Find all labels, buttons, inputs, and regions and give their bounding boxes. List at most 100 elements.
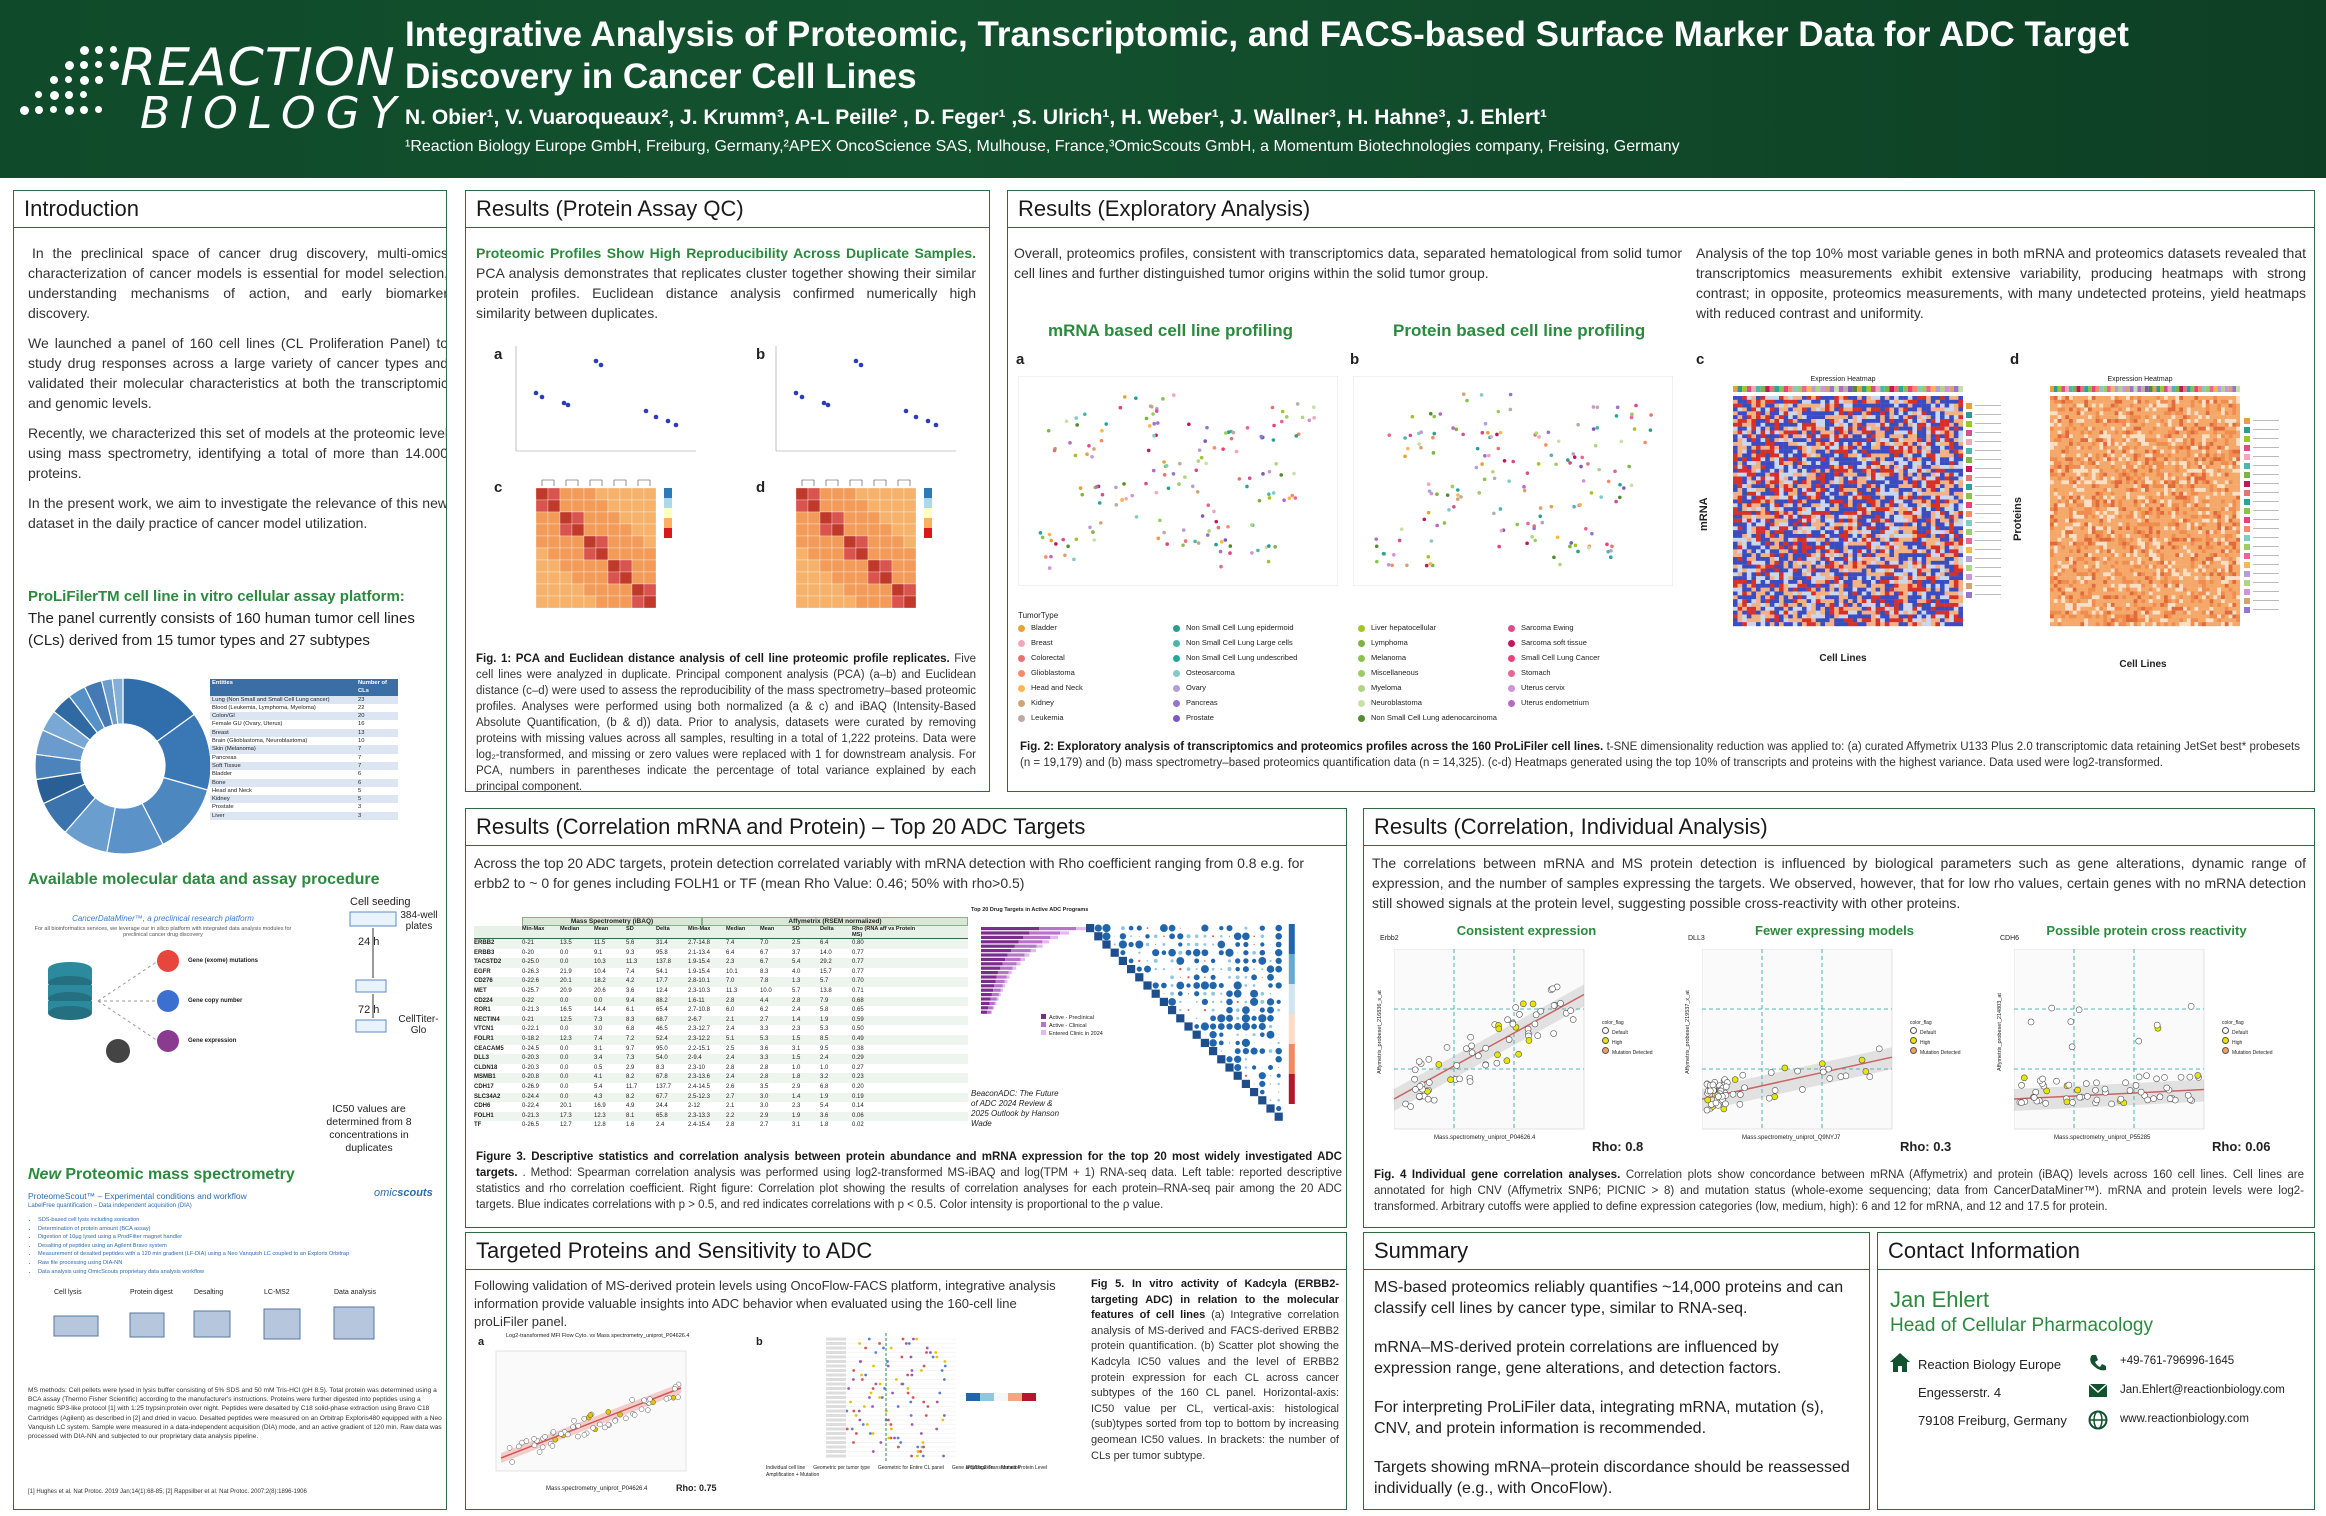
heatmap-cell [2190, 442, 2195, 447]
tsne-point [1614, 499, 1618, 504]
heatmap-cell [1958, 407, 1963, 412]
heatmap-cell [2084, 419, 2089, 424]
heatmap-cell [2088, 453, 2092, 458]
heatmap-cell [2053, 461, 2058, 466]
heatmap-cell [2095, 415, 2100, 420]
heatmap-cell [1806, 603, 1812, 608]
annotation-cell [1829, 386, 1835, 392]
heatmap-cell [1760, 399, 1766, 404]
heatmap-cell [1907, 480, 1913, 485]
heatmap-cell [1742, 453, 1747, 458]
heatmap-cell [2145, 411, 2149, 416]
heatmap-cell [2148, 449, 2153, 454]
pca-point [821, 400, 827, 406]
heatmap-cell [2053, 399, 2058, 404]
heatmap-cell [1949, 522, 1954, 527]
heatmap-cell [1829, 599, 1835, 604]
heatmap-cell [1871, 545, 1876, 550]
heatmap-cell [1825, 499, 1830, 504]
heatmap-cell [1949, 480, 1954, 485]
heatmap-cell [1843, 599, 1849, 604]
heatmap-cell [1884, 422, 1890, 427]
heatmap-cell [1765, 530, 1770, 535]
heatmap-cell [1769, 491, 1775, 496]
heatmap-cell [1829, 457, 1835, 462]
heatmap-cell [1889, 553, 1895, 558]
tsne-point [1435, 492, 1439, 497]
heatmap-cell [2175, 403, 2180, 408]
heatmap-cell [1788, 534, 1793, 539]
heatmap-cell [1852, 610, 1858, 615]
heatmap-cell [1926, 403, 1931, 408]
heatmap-cell [1815, 622, 1821, 627]
annotation-cell [2122, 386, 2126, 392]
heatmap-cell [2179, 419, 2184, 424]
heatmap-cell [1940, 465, 1945, 470]
heatmap-cell [1742, 610, 1747, 615]
heatmap-cell [1843, 415, 1849, 420]
heatmap-cell [2213, 411, 2218, 416]
heatmap-cell [2213, 445, 2218, 450]
heatmap-cell [1880, 434, 1885, 439]
distance-cell [607, 511, 621, 525]
tsne-point [1606, 479, 1611, 484]
annotation-cell [1940, 386, 1945, 392]
heatmap-cell [1811, 514, 1816, 519]
heatmap-cell [1765, 583, 1770, 588]
heatmap-cell [1797, 449, 1803, 454]
heatmap-cell [2080, 461, 2085, 466]
heatmap-cell [1940, 438, 1945, 443]
heatmap-cell [1756, 426, 1761, 431]
heatmap-cell [1774, 449, 1780, 454]
heatmap-cell [2114, 430, 2119, 435]
heatmap-cell [1792, 449, 1798, 454]
heatmap-cell [1875, 553, 1881, 558]
pca-point [598, 362, 604, 368]
heatmap-cell [1742, 549, 1747, 554]
heatmap-cell [1958, 541, 1963, 546]
heatmap-cell [1756, 457, 1761, 462]
color-key-swatch [924, 498, 932, 508]
heatmap-cell [1926, 495, 1931, 500]
heatmap-cell [1884, 545, 1890, 550]
annotation-cell [2053, 386, 2058, 392]
pca-point [793, 390, 799, 396]
distance-cell [855, 547, 869, 561]
heatmap-cell [1792, 430, 1798, 435]
heatmap-cell [2236, 449, 2240, 454]
heatmap-cell [1760, 396, 1766, 401]
heatmap-cell [1760, 503, 1766, 508]
heatmap-cell [1737, 564, 1743, 569]
heatmap-cell [1848, 480, 1853, 485]
heatmap-cell [1912, 419, 1918, 424]
heatmap-cell [2107, 449, 2111, 454]
heatmap-cell [1742, 491, 1747, 496]
heatmap-cell [1788, 396, 1793, 401]
heatmap-cell [2080, 438, 2085, 443]
heatmap-cell [1884, 480, 1890, 485]
heatmap-cell [1779, 461, 1784, 466]
heatmap-cell [2088, 445, 2092, 450]
heatmap-cell [1953, 468, 1959, 473]
heatmap-cell [1779, 484, 1784, 489]
heatmap-cell [1944, 599, 1950, 604]
annotation-cell [1760, 386, 1766, 392]
heatmap-cell [1861, 419, 1867, 424]
tsne-point [1495, 432, 1499, 437]
heatmap-cell [1875, 557, 1881, 562]
heatmap-cell [2126, 430, 2130, 435]
heatmap-cell [2224, 426, 2229, 431]
heatmap-cell [1774, 545, 1780, 550]
assay-celltiter-glo: CellTiter-Glo [398, 1014, 439, 1036]
heatmap-cell [1944, 445, 1950, 450]
heatmap-cell [2224, 457, 2229, 462]
heatmap-cell [1930, 415, 1936, 420]
heatmap-cell [1940, 407, 1945, 412]
heatmap-cell [2122, 442, 2127, 447]
heatmap-cell [1751, 530, 1757, 535]
heatmap-cell [1797, 576, 1803, 581]
heatmap-cell [2137, 465, 2142, 470]
heatmap-cell [1820, 434, 1826, 439]
heatmap-cell [2183, 461, 2187, 466]
heatmap-cell [1871, 518, 1876, 523]
